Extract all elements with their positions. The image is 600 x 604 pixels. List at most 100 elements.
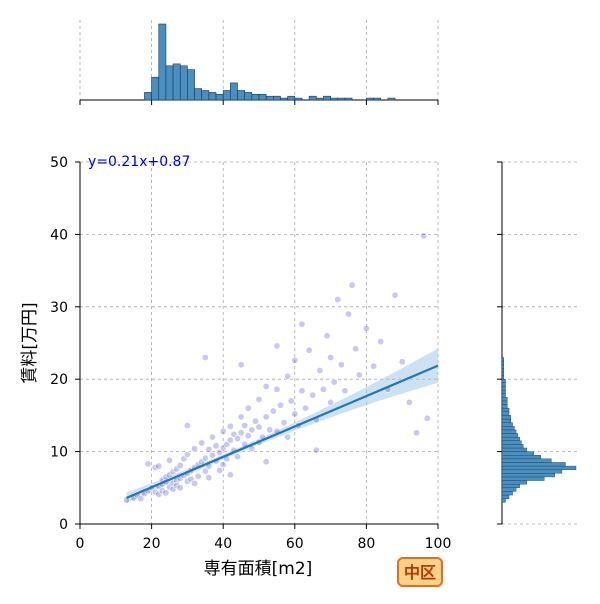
y-tick-labels: 0 10 20 30 40 50 [50, 155, 80, 533]
top-hist-bar [222, 90, 231, 101]
scatter-point [155, 462, 163, 470]
scatter-point [420, 232, 428, 240]
scatter-point [166, 483, 174, 491]
scatter-point [273, 385, 281, 393]
right-hist-bar [501, 418, 512, 423]
right-hist-bar [501, 422, 513, 427]
right-hist-bar [501, 447, 527, 452]
scatter-point [173, 465, 181, 473]
scatter-point [219, 444, 227, 452]
top-histogram [144, 23, 396, 101]
right-hist-bar [501, 371, 504, 376]
scatter-point [262, 413, 270, 421]
scatter-point [226, 436, 234, 444]
y-tick-label: 30 [50, 300, 68, 316]
top-hist-bar [273, 95, 281, 101]
scatter-point [183, 477, 191, 485]
x-tick-label: 80 [357, 536, 375, 552]
right-hist-bar [501, 476, 545, 481]
scatter-point [166, 456, 174, 464]
scatter-point [269, 407, 277, 415]
scatter-points [123, 232, 431, 504]
top-hist-bar [244, 92, 253, 101]
scatter-point [348, 281, 356, 289]
top-hist-grid [79, 20, 439, 105]
scatter-point [208, 433, 216, 441]
scatter-point [413, 429, 421, 437]
scatter-point [183, 422, 191, 430]
scatter-point [302, 404, 310, 412]
top-hist-bar [172, 63, 181, 101]
right-hist-bar [501, 368, 504, 373]
scatter-point [144, 460, 152, 468]
right-hist-bar [501, 440, 522, 445]
scatter-point [234, 453, 242, 461]
scatter-point [377, 338, 385, 346]
right-hist-bar [501, 404, 508, 409]
top-hist-bar [330, 97, 339, 101]
scatter-point [287, 397, 295, 405]
top-hist-bar [308, 95, 317, 101]
top-hist-bar [387, 97, 396, 101]
top-hist-bar [144, 92, 152, 101]
scatter-point [198, 439, 206, 447]
right-hist-bar [501, 379, 506, 384]
scatter-point [327, 398, 335, 406]
right-hist-bar [501, 473, 556, 478]
scatter-point [208, 451, 216, 459]
right-hist-bar [501, 429, 517, 434]
right-histogram [501, 357, 577, 503]
top-hist-bar [280, 97, 288, 101]
top-hist-bar [337, 97, 346, 101]
right-hist-bar [501, 386, 506, 391]
right-hist-bar [501, 397, 508, 402]
right-hist-bar [501, 444, 524, 449]
scatter-point [162, 489, 170, 497]
top-hist-bar [194, 88, 203, 101]
top-hist-bar [315, 97, 324, 101]
top-hist-bar [179, 65, 188, 101]
scatter-point [316, 367, 324, 375]
right-hist-bar [501, 469, 563, 474]
scatter-point [291, 356, 299, 364]
right-hist-bar [501, 465, 577, 470]
top-hist-bar [287, 95, 296, 101]
right-hist-bar [501, 436, 520, 441]
scatter-point [237, 429, 245, 437]
regression-line-group [126, 364, 439, 499]
scatter-point [176, 484, 184, 492]
area-badge: 中区 [397, 557, 443, 587]
scatter-point [158, 487, 166, 495]
scatter-point [244, 404, 252, 412]
scatter-point [337, 361, 345, 369]
scatter-point [151, 488, 159, 496]
scatter-point [255, 395, 263, 403]
scatter-point [273, 342, 281, 350]
scatter-point [191, 445, 199, 453]
scatter-point [226, 471, 234, 479]
scatter-point [330, 378, 338, 386]
scatter-point [298, 320, 306, 328]
scatter-point [284, 372, 292, 380]
right-hist-bar [501, 364, 504, 369]
scatter-point [309, 391, 317, 399]
y-axis-label: 賃料[万円] [20, 302, 40, 383]
top-hist-bar [366, 97, 374, 101]
scatter-point [305, 346, 313, 354]
x-axis-label: 専有面積[m2] [204, 559, 313, 579]
x-tick-labels: 0 20 40 60 80 100 [76, 524, 451, 552]
scatter-point [327, 353, 335, 361]
right-hist-bar [501, 491, 513, 496]
right-hist-bar [501, 487, 517, 492]
right-hist-bar [501, 426, 515, 431]
scatter-point [248, 426, 256, 434]
scatter-point [183, 450, 191, 458]
scatter-point [251, 417, 259, 425]
y-tick-label: 0 [59, 517, 68, 533]
x-tick-label: 20 [143, 536, 161, 552]
scatter-point [137, 495, 145, 503]
right-hist-bar [501, 455, 541, 460]
scatter-point [319, 385, 327, 393]
scatter-point [423, 414, 431, 422]
